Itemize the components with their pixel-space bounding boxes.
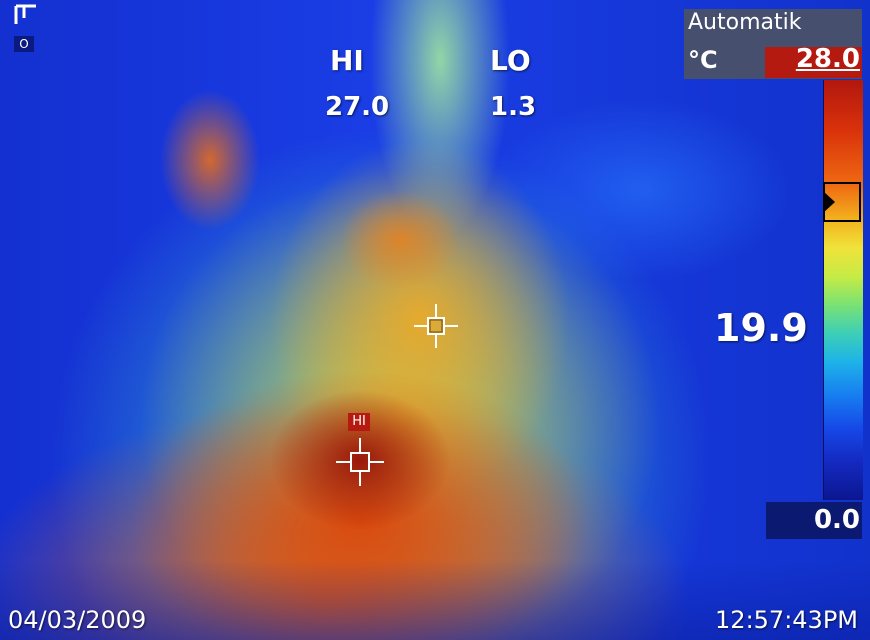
scale-min-value: 0.0 xyxy=(813,505,860,535)
hot-spot-tag: HI xyxy=(348,413,370,431)
scale-max-value: 28.0 xyxy=(795,44,860,74)
hi-title: HI xyxy=(330,44,364,77)
center-spot-crosshair-icon xyxy=(414,304,458,348)
corner-label: O xyxy=(14,36,34,52)
lo-value: 1.3 xyxy=(490,92,537,122)
scale-mode-label: Automatik xyxy=(688,10,802,35)
color-scale-bar xyxy=(823,80,863,500)
corner-marker-icon xyxy=(14,4,36,24)
lo-title: LO xyxy=(490,44,531,77)
capture-time: 12:57:43PM xyxy=(715,606,858,634)
hot-spot-crosshair-icon xyxy=(336,438,384,486)
level-pointer-icon xyxy=(823,190,835,213)
unit-label: °C xyxy=(688,46,718,74)
scale-min-box xyxy=(766,502,862,539)
hi-value: 27.0 xyxy=(325,92,390,122)
capture-date: 04/03/2009 xyxy=(8,606,147,634)
scale-max-box xyxy=(765,47,862,78)
level-value: 19.9 xyxy=(714,306,808,350)
